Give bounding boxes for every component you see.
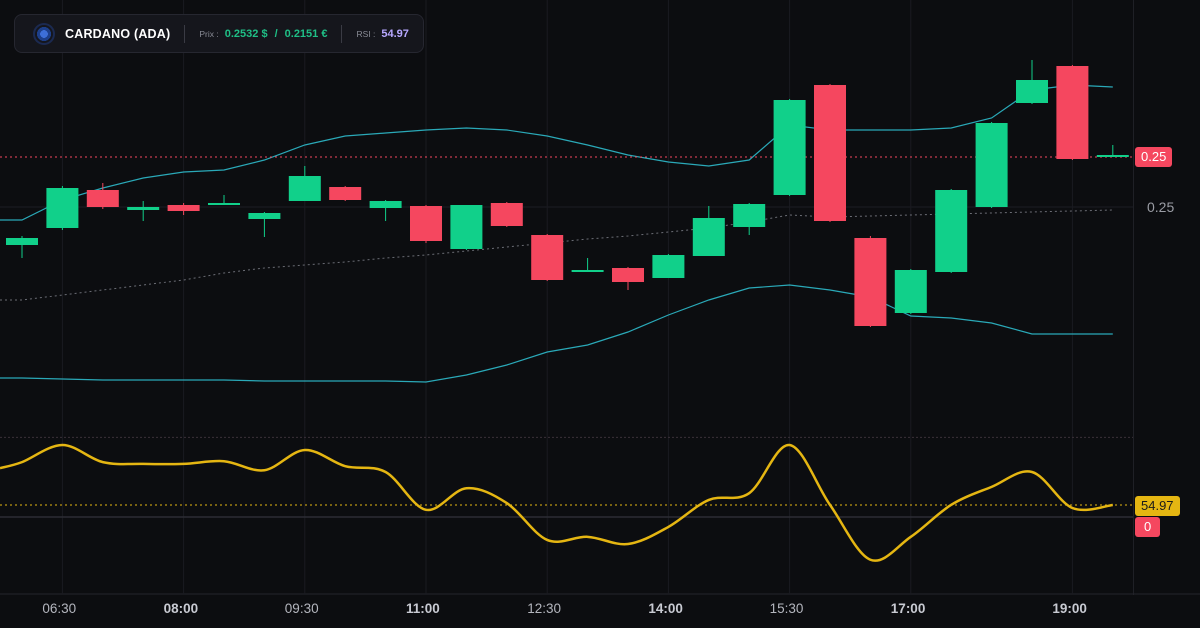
candle-up [127,201,160,221]
candle-body [208,203,240,205]
candles [6,60,1129,327]
candle-body [612,268,644,282]
price-label: Prix : [199,28,219,39]
candle-body [6,238,38,245]
time-tick-label: 06:30 [42,601,77,616]
candle-down [329,186,362,201]
candle-body [814,85,846,221]
candle-up [571,258,604,272]
candle-body [329,187,362,200]
divider [184,24,186,43]
candle-up [208,195,240,205]
divider [341,24,343,43]
candle-up [975,122,1008,208]
candle-down [86,183,119,209]
candle-body [410,206,442,241]
candle-body [854,238,887,326]
candle-body [773,100,806,195]
candle-down [612,267,644,290]
rsi-value-badge: 54.97 [1135,496,1180,516]
candle-up [450,205,483,250]
candle-down [854,236,887,327]
bollinger-lower-line [0,284,1113,383]
coin-name: CARDANO (ADA) [65,26,171,41]
candle-body [652,255,685,278]
candle-body [369,201,402,208]
price-tick-label: 0.25 [1147,199,1175,215]
candle-down [167,203,200,215]
candle-up [369,200,402,221]
rsi-line [0,443,1113,562]
candle-body [571,270,604,272]
candle-body [86,190,119,207]
last-price-badge: 0.25 [1135,147,1173,167]
candle-body [288,176,321,201]
candle-body [1056,66,1089,159]
candle-body [46,188,79,228]
candle-down [531,234,564,281]
price-eur: 0.2151 € [284,27,328,40]
candle-up [248,212,281,237]
cardano-logo-icon [35,24,53,43]
rsi-zero-badge: 0 [1135,517,1161,537]
candle-up [1016,60,1048,104]
candle-up [733,203,766,235]
candle-body [167,205,200,211]
price-usd: 0.2532 $ [224,27,268,40]
price-divider: / [274,27,278,40]
candle-down [490,202,523,227]
candle-body [1016,80,1048,103]
candle-up [6,236,38,258]
candle-down [1056,65,1089,160]
candle-body [894,270,927,313]
candle-up [935,189,968,273]
candle-body [127,207,160,210]
candle-body [975,123,1008,207]
candle-body [733,204,766,227]
candle-down [410,205,442,243]
time-tick-label: 12:30 [527,601,561,616]
candle-body [248,213,281,219]
candle-up [288,166,321,201]
time-tick-label: 08:00 [163,601,199,616]
candle-body [692,218,725,256]
candle-up [1096,145,1129,157]
candle-body [531,235,564,280]
time-tick-label: 15:30 [769,601,804,616]
time-tick-label: 09:30 [284,601,319,616]
time-tick-label: 19:00 [1052,601,1087,616]
candle-body [450,205,483,249]
time-tick-label: 17:00 [890,601,926,616]
candle-body [1096,155,1129,157]
rsi-label: RSI : [356,28,376,39]
candle-up [46,186,79,230]
bollinger-upper-line [0,84,1113,221]
rsi-pane [0,436,1133,562]
time-tick-label: 14:00 [648,601,683,616]
rsi-value: 54.97 [381,27,409,40]
candle-down [814,84,846,222]
candle-up [652,254,685,278]
candle-body [490,203,523,226]
time-tick-label: 11:00 [406,601,440,616]
candle-body [935,190,968,272]
ticker-info-bar: CARDANO (ADA) Prix : 0.2532 $ / 0.2151 €… [14,14,424,53]
candle-up [692,206,725,256]
candle-up [773,99,806,196]
price-axis-border [1133,0,1134,595]
candle-up [894,269,927,314]
